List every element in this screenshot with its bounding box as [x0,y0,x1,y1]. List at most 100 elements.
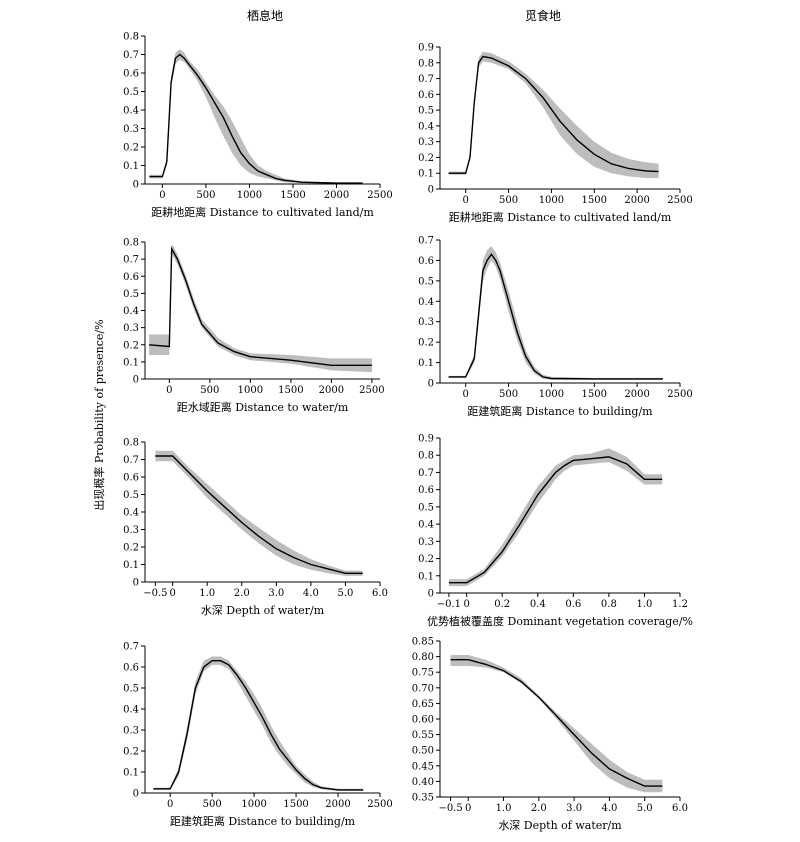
confidence-band [448,51,659,179]
response-curve [448,253,663,380]
y-tick-label: 0.3 [123,124,139,135]
x-tick-label: 0 [166,385,172,396]
confidence-band [153,656,364,791]
x-tick-label: 0 [465,803,471,814]
y-tick-label: 0.3 [418,137,434,148]
x-tick-label: 1000 [241,799,266,810]
y-tick-label: 0.1 [418,358,434,369]
y-tick-label: 0.4 [418,297,434,308]
confidence-band [155,450,363,576]
column-title-habitat: 栖息地 [247,8,283,23]
y-tick-label: 0.5 [418,106,434,117]
x-tick-label: 0.6 [565,599,581,610]
column-title-foraging: 觅食地 [525,8,561,23]
x-tick-label: 1500 [280,190,305,201]
response-curve [155,455,363,574]
y-tick-label: 0.8 [418,58,434,69]
response-curve [149,246,372,366]
chart-panel-8: −0.5 0 1.0 2.0 3.0 4.0 5.0 6.0 0.35 0.40 0.45 0.50 0… [412,637,688,833]
x-tick-label: 3.0 [566,803,582,814]
y-tick-label: 0.5 [418,276,434,287]
x-axis-title: 距建筑距离 Distance to building/m [467,404,653,418]
y-tick-label: 0.5 [123,684,139,695]
y-tick-label: 0.5 [418,502,434,513]
x-tick-label: 2.0 [531,803,547,814]
x-tick-label: 2000 [325,799,350,810]
y-tick-label: 0.1 [123,357,139,368]
y-tick-label: 0.2 [123,143,139,154]
x-tick-label: 500 [499,389,518,400]
x-tick-label: 2500 [667,389,692,400]
x-tick-label: 1000 [238,385,263,396]
y-tick-label: 0.4 [123,306,139,317]
y-tick-label: 0.4 [418,121,434,132]
x-tick-label: 2500 [667,195,692,206]
x-tick-label: 2000 [624,389,649,400]
x-tick-label: 0 [463,389,469,400]
y-tick-label: 0.2 [418,153,434,164]
y-tick-label: 0.1 [123,161,139,172]
y-tick-label: 0.3 [123,525,139,536]
confidence-band [448,246,663,380]
y-axis-label: 出现概率 Probability of presence/% [92,319,106,510]
x-tick-label: 1.0 [199,588,215,599]
y-tick-label: 0.5 [123,289,139,300]
x-tick-label: 1500 [278,385,303,396]
y-tick-label: 0.4 [123,705,139,716]
response-curve [450,659,663,787]
y-tick-label: 0.3 [123,726,139,737]
chart-panel-7: 0 500 1000 1500 2000 2500 0 0.1 0.2 0.3 0.4 0.5 0.6 0… [123,642,393,829]
response-curve [149,53,363,184]
y-tick-label: 0 [428,589,434,600]
x-tick-label: 0 [167,799,173,810]
y-tick-label: 0.50 [412,746,434,757]
x-tick-label: 500 [203,799,222,810]
x-tick-label: 1000 [539,389,564,400]
x-axis-title: 水深 Depth of water/m [201,604,325,617]
response-curve [448,55,659,174]
y-tick-label: 0.7 [123,50,139,61]
chart-panel-2: 0 500 1000 1500 2000 2500 0 0.1 0.2 0.3 0.4 0.5 0.6 0… [418,43,693,225]
x-tick-label: 0 [169,588,175,599]
confidence-band [448,448,663,587]
y-tick-label: 0.3 [418,317,434,328]
y-tick-label: 0.8 [418,451,434,462]
response-curve [153,660,364,791]
confidence-band [149,243,372,373]
x-tick-label: 2000 [324,190,349,201]
y-tick-label: 0.8 [123,238,139,249]
x-tick-label: 1500 [582,195,607,206]
x-tick-label: 1500 [283,799,308,810]
chart-panel-5: −0.5 0 1.0 2.0 3.0 4.0 5.0 6.000.10.20.30.40.50… [123,438,388,618]
x-tick-label: 2.0 [234,588,250,599]
confidence-band [450,655,663,793]
y-tick-label: 0.1 [418,571,434,582]
x-tick-label: 1.2 [672,599,688,610]
y-tick-label: 0 [428,185,434,196]
y-tick-label: 0.65 [412,699,434,710]
y-tick-label: 0.5 [123,87,139,98]
x-tick-label: 1.0 [636,599,652,610]
x-tick-label: 0 [463,599,469,610]
y-tick-label: 0.6 [418,256,434,267]
y-tick-label: 0.35 [412,793,434,804]
y-tick-label: 0.1 [123,560,139,571]
y-tick-label: 0.6 [123,663,139,674]
y-tick-label: 0.2 [123,747,139,758]
y-tick-label: 0.3 [418,537,434,548]
y-tick-label: 0.1 [123,768,139,779]
x-axis-title: 距耕地距离 Distance to cultivated land/m [151,205,374,219]
x-axis-title: 距建筑距离 Distance to building/m [170,814,356,828]
x-tick-label: −0.1 [437,599,461,610]
x-tick-label: 6.0 [672,803,688,814]
y-tick-label: 0.40 [412,777,434,788]
x-tick-label: 2000 [319,385,344,396]
y-tick-label: 0.9 [418,434,434,445]
x-tick-label: 0.4 [530,599,546,610]
y-tick-label: 0.5 [123,490,139,501]
y-tick-label: 0.8 [123,438,139,449]
y-tick-label: 0.7 [123,455,139,466]
y-tick-label: 0.7 [123,255,139,266]
y-tick-label: 0.75 [412,668,434,679]
